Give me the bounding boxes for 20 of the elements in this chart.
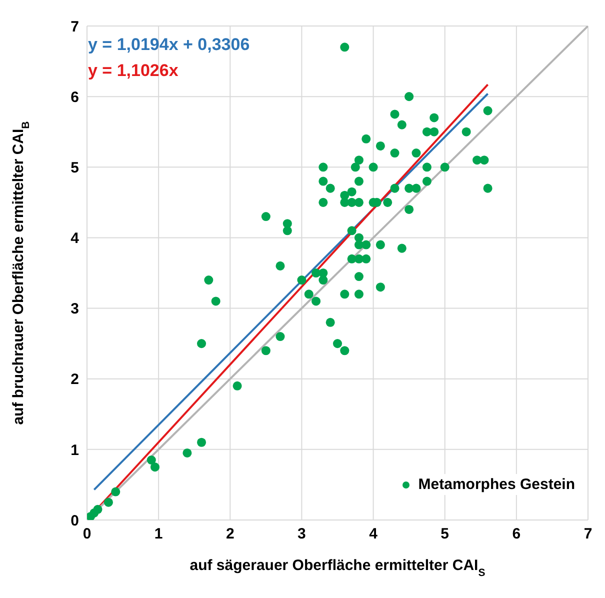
x-tick-label: 5	[440, 526, 450, 543]
y-tick-label: 1	[70, 442, 79, 459]
legend-label: Metamorphes Gestein	[418, 476, 575, 493]
x-tick-label: 3	[298, 526, 306, 543]
x-tick-label: 4	[369, 526, 378, 543]
x-axis-title: auf sägerauer Oberfläche ermittelter CAI$_{S}$	[190, 557, 486, 579]
y-tick-label: 2	[70, 371, 79, 388]
x-tick-label: 7	[584, 526, 592, 543]
x-tick-label: 1	[154, 526, 163, 543]
text: y = 1,1026x	[88, 60, 180, 82]
y-tick-label: 6	[70, 88, 79, 106]
x-tick-label: 6	[512, 526, 521, 543]
y-tick-label: 7	[70, 18, 79, 36]
y-tick-label: 3	[70, 300, 79, 318]
x-tick-label: 0	[82, 526, 92, 543]
y-tick-label: 4	[70, 230, 80, 248]
x-tick-label: 2	[226, 526, 234, 543]
y-tick-label: 0	[70, 512, 79, 530]
y-tick-label: 5	[70, 159, 79, 176]
text: y = 1,0194x + 0,3306	[88, 34, 250, 56]
